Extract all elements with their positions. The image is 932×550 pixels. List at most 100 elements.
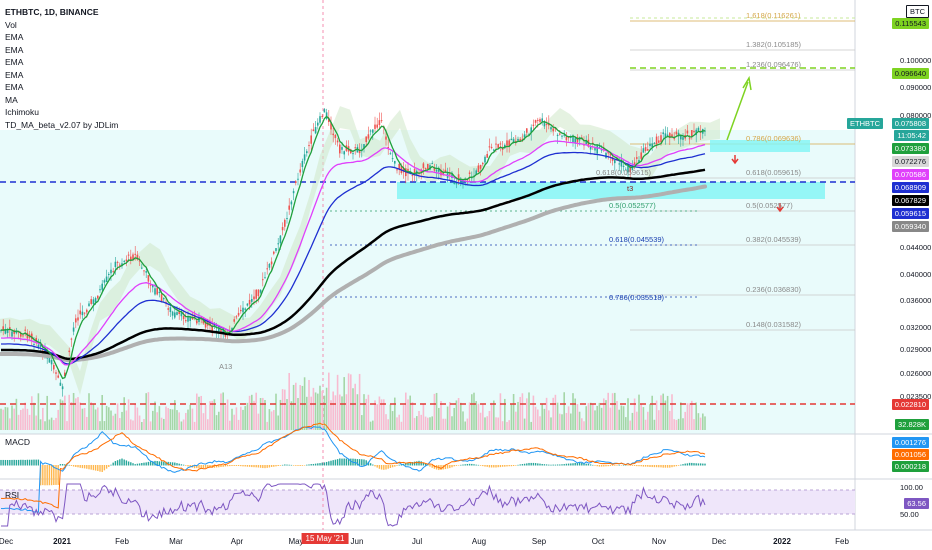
candle-body xyxy=(396,169,398,171)
macd-bar xyxy=(493,465,495,468)
volume-bar xyxy=(462,411,464,430)
macd-histogram xyxy=(0,458,706,486)
macd-bar xyxy=(37,459,40,466)
volume-bar xyxy=(589,402,592,430)
candle-body xyxy=(629,166,631,173)
volume-bar xyxy=(202,413,205,430)
volume-bar xyxy=(512,394,515,430)
legend-ema-4[interactable]: EMA xyxy=(5,69,24,80)
volume-bar xyxy=(627,398,629,430)
legend-ema-2[interactable]: EMA xyxy=(5,44,24,55)
volume-bar xyxy=(240,406,242,430)
legend-ema-1[interactable]: EMA xyxy=(5,32,24,42)
volume-bar xyxy=(121,411,123,430)
volume-bar xyxy=(374,400,376,430)
volume-bar xyxy=(218,411,220,430)
macd-bar xyxy=(504,465,506,467)
candle-body xyxy=(22,335,24,337)
macd-bar xyxy=(180,464,183,466)
left-fib-0786: 0.786(0.035518) xyxy=(609,293,665,302)
macd-bar xyxy=(149,461,152,466)
macd-bar xyxy=(147,461,150,466)
candle-body xyxy=(125,259,128,262)
volume-bar xyxy=(328,372,330,430)
symbol-line[interactable]: ETHBTC, 1D, BINANCE xyxy=(5,7,99,17)
macd-bar xyxy=(499,465,502,468)
volume-bar xyxy=(457,398,460,430)
legend-td-ma[interactable]: TD_MA_beta_v2.07 by JDLim xyxy=(5,119,119,130)
candle-body xyxy=(691,130,693,138)
legend-ema-3[interactable]: EMA xyxy=(5,57,24,67)
rsi-top-tick: 100.00 xyxy=(900,483,923,492)
macd-bar xyxy=(394,465,396,467)
candle-body xyxy=(55,372,57,374)
candle-body xyxy=(83,312,86,314)
volume-bar xyxy=(411,402,414,430)
candle-body xyxy=(268,264,271,268)
candle-body xyxy=(332,133,334,136)
macd-bar xyxy=(526,463,528,466)
candle-body xyxy=(695,129,697,136)
macd-bar xyxy=(193,465,196,469)
volume-bar xyxy=(609,407,612,430)
candle-body xyxy=(526,128,528,133)
volume-bar xyxy=(614,392,616,430)
candle-body xyxy=(273,251,275,254)
candle-body xyxy=(495,143,497,145)
tick-0090: 0.090000 xyxy=(900,83,932,92)
macd-bar xyxy=(638,465,640,467)
macd-bar xyxy=(90,465,92,470)
volume-bar xyxy=(42,407,44,430)
candle-body xyxy=(431,163,433,165)
candle-body xyxy=(618,163,620,165)
candle-body xyxy=(374,124,376,129)
candle-body xyxy=(334,134,337,138)
macd-bar xyxy=(2,459,4,466)
candle-body xyxy=(248,299,251,305)
macd-bar xyxy=(295,465,297,466)
candle-body xyxy=(299,169,301,173)
volume-bar xyxy=(88,393,90,430)
ma-gray-line xyxy=(0,184,707,363)
macd-bar xyxy=(88,465,90,470)
macd-bar xyxy=(275,465,277,467)
macd-bar xyxy=(484,465,486,467)
volume-bar xyxy=(354,383,356,430)
candle-body xyxy=(145,271,147,273)
volume-bar xyxy=(453,407,455,430)
left-fib-05: 0.5(0.052577) xyxy=(609,201,656,210)
macd-bar xyxy=(378,465,381,469)
volume-bar xyxy=(598,402,601,430)
volume-bar xyxy=(266,421,268,430)
macd-bar xyxy=(660,465,662,468)
macd-bar xyxy=(446,465,449,469)
legend-vol[interactable]: Vol xyxy=(5,19,17,30)
candle-body xyxy=(497,144,499,148)
candle-body xyxy=(662,132,664,135)
rsi-label[interactable]: RSI xyxy=(5,490,20,500)
candle-body xyxy=(644,147,647,152)
volume-bar xyxy=(396,417,398,430)
volume-bar xyxy=(446,406,449,430)
macd-bar xyxy=(323,462,326,466)
legend-ichimoku[interactable]: Ichimoku xyxy=(5,107,40,117)
macd-bar xyxy=(658,465,660,468)
volume-bar xyxy=(693,419,695,430)
fib-label-0786: 0.786(0.069636) xyxy=(746,134,802,143)
volume-bar xyxy=(647,411,649,430)
volume-bar xyxy=(699,417,702,430)
volume-bar xyxy=(125,410,128,430)
date-jun: Jun xyxy=(350,537,364,546)
candle-body xyxy=(372,129,374,133)
macd-label[interactable]: MACD xyxy=(5,437,31,447)
candle-body xyxy=(222,329,224,333)
legend-ema-5[interactable]: EMA xyxy=(5,82,24,92)
macd-bar xyxy=(319,463,321,466)
legend-ma[interactable]: MA xyxy=(5,94,18,105)
macd-bar xyxy=(112,462,114,466)
ma-tag: 0.059615 xyxy=(891,208,929,219)
macd-bar xyxy=(475,464,477,466)
volume-bar xyxy=(638,394,640,430)
macd-bar xyxy=(510,465,513,467)
